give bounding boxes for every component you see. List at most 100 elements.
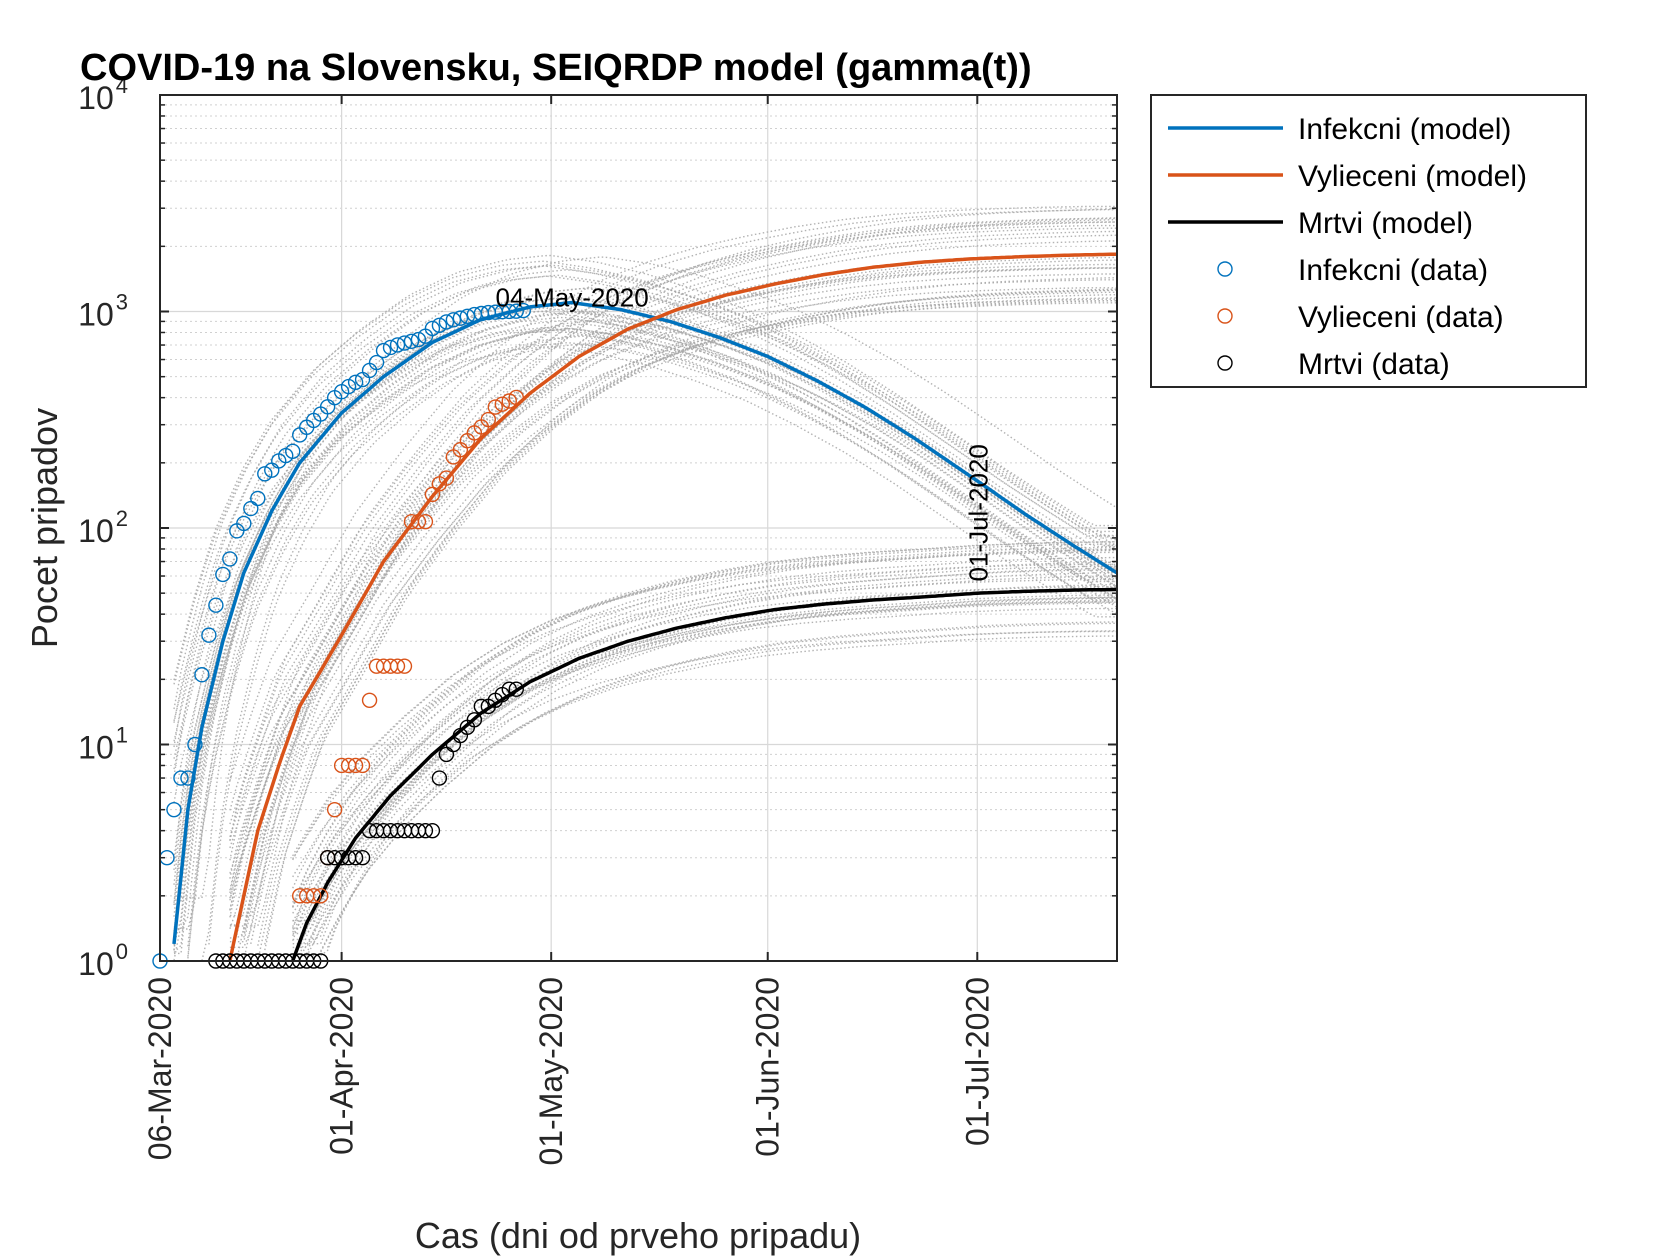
data-point — [501, 681, 517, 697]
chart-title: COVID-19 na Slovensku, SEIQRDP model (ga… — [80, 47, 1032, 89]
data-point — [382, 339, 399, 356]
ensemble-trajectory — [229, 300, 1117, 874]
data-point — [222, 551, 238, 567]
data-point — [312, 888, 329, 904]
data-point — [257, 466, 273, 482]
ensemble-trajectory — [292, 601, 1117, 903]
y-axis-label: Pocet pripadov — [24, 408, 65, 648]
ensemble-trajectory — [173, 342, 1118, 951]
data-point — [424, 822, 441, 839]
ensemble-trajectory — [243, 299, 1118, 961]
data-point — [347, 850, 364, 866]
data-point — [347, 374, 364, 390]
ensemble-trajectory — [173, 318, 1118, 961]
ensemble-trajectory — [292, 586, 1117, 908]
x-tick-label: 01-Jun-2020 — [750, 977, 786, 1157]
data-point — [305, 888, 322, 904]
data-point — [361, 692, 378, 709]
data-point — [347, 757, 364, 774]
data-point — [452, 310, 469, 326]
data-point — [375, 342, 392, 359]
data-point — [417, 822, 434, 839]
ensemble-trajectory — [229, 240, 1118, 948]
ensemble-trajectory — [250, 293, 1118, 945]
legend-label: Mrtvi (data) — [1298, 348, 1450, 381]
ensemble-trajectory — [229, 208, 1118, 917]
data-point — [250, 490, 266, 507]
ensemble-trajectory — [229, 205, 1117, 781]
data-point — [187, 736, 203, 753]
data-point — [445, 312, 462, 328]
model-line-vylieceni — [228, 252, 1117, 962]
annotation-layer: 04-May-2020 01-Jul-2020 — [496, 283, 994, 582]
model-line-mrtvi — [291, 587, 1117, 962]
ensemble-trajectory — [173, 265, 1117, 685]
ensemble-trajectory — [229, 227, 1117, 861]
ensemble-trajectory — [292, 549, 1117, 861]
ensemble-trajectory — [229, 209, 1117, 841]
y-tick-exponent: 3 — [116, 290, 128, 315]
ensemble-trajectory — [187, 335, 1118, 959]
legend: Infekcni (model) Vylieceni (model) Mrtvi (… — [1150, 94, 1587, 388]
data-point — [166, 801, 182, 818]
data-point — [354, 757, 371, 774]
legend-marker-swatch — [1217, 355, 1233, 371]
data-point — [494, 396, 510, 412]
ensemble-trajectory — [292, 561, 1118, 935]
ensemble-trajectory — [229, 263, 1117, 879]
x-tick-label: 01-Apr-2020 — [324, 977, 360, 1155]
legend-box — [1150, 94, 1587, 388]
ensemble-trajectory — [257, 289, 1118, 961]
data-point — [396, 658, 413, 674]
legend-marker-swatch — [1217, 261, 1233, 277]
ensemble-trajectory — [174, 319, 1118, 962]
data-point — [508, 303, 524, 319]
data-point — [201, 627, 217, 643]
x-tick-label: 06-Mar-2020 — [142, 977, 178, 1160]
data-point — [389, 337, 406, 353]
ensemble-trajectory — [229, 221, 1118, 930]
data-point — [410, 331, 427, 348]
data-point — [417, 513, 434, 530]
ensemble-trajectory — [229, 267, 1117, 918]
ensemble-trajectory — [320, 621, 1118, 953]
data-point — [410, 513, 427, 530]
data-point — [354, 850, 371, 866]
data-point — [236, 515, 252, 532]
ensemble-trajectory — [299, 594, 1118, 949]
y-tick-exponent: 0 — [116, 939, 128, 964]
x-tick-label: 01-May-2020 — [533, 977, 569, 1166]
data-point — [368, 354, 385, 371]
data-point — [215, 566, 231, 583]
ensemble-trajectory — [236, 291, 1117, 936]
data-point — [466, 712, 483, 728]
ensemble-trajectory — [292, 541, 1118, 908]
x-tick-label: 01-Jul-2020 — [959, 977, 995, 1146]
data-point — [515, 302, 531, 319]
data-point — [424, 320, 441, 337]
ensemble-trajectory — [173, 303, 1118, 946]
ensemble-trajectory — [292, 569, 1118, 942]
ensemble-trajectory — [173, 269, 1118, 870]
ensemble-trajectory — [174, 287, 1118, 931]
annotation-label: 01-Jul-2020 — [963, 444, 993, 581]
data-point — [424, 486, 441, 503]
ensemble-trajectory — [229, 224, 1117, 811]
legend-marker-swatch — [1217, 308, 1233, 324]
ensemble-trajectory — [243, 259, 1118, 930]
data-point — [285, 443, 301, 460]
data-point — [438, 314, 455, 330]
data-point — [480, 411, 497, 428]
x-axis-label: Cas (dni od prveho pripadu) — [415, 1215, 861, 1256]
ensemble-trajectory — [187, 343, 1118, 957]
ensemble-trajectory — [173, 260, 1117, 681]
ensemble-trajectory — [174, 256, 1118, 899]
ensemble-trajectory — [173, 274, 1117, 777]
y-tick-exponent: 1 — [116, 723, 128, 748]
ensemble-trajectory — [292, 571, 1118, 945]
annotation-label: 04-May-2020 — [496, 283, 649, 313]
ensemble-trajectory — [264, 288, 1118, 945]
legend-label: Vylieceni (data) — [1298, 301, 1504, 334]
